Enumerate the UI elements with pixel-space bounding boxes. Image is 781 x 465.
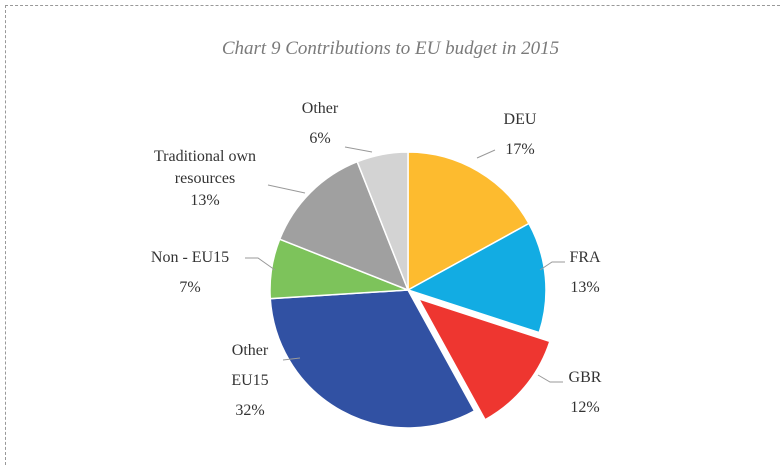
value-label: 7%	[179, 279, 201, 296]
leader-lines	[245, 146, 565, 383]
pie-slice	[406, 222, 547, 334]
leader-line	[245, 257, 276, 271]
category-label: Non - EU15	[150, 249, 230, 266]
pie-slice	[269, 289, 476, 429]
slice-label: FRA 13%	[555, 243, 615, 303]
pie-slice	[407, 151, 530, 292]
slice-label: Traditional own resources 13%	[140, 146, 270, 212]
leader-line	[267, 184, 306, 194]
value-label: 17%	[505, 141, 535, 158]
leader-line	[537, 374, 563, 383]
chart-title: Chart 9 Contributions to EU budget in 20…	[221, 38, 560, 59]
category-label: Other	[301, 100, 339, 117]
leader-line	[282, 357, 301, 361]
value-label: 12%	[570, 399, 600, 416]
slice-label: GBR 12%	[555, 363, 615, 423]
pie-slice	[417, 297, 551, 421]
slice-label: Non - EU15 7%	[130, 243, 250, 303]
category-label: DEU	[503, 111, 537, 128]
value-label: 32%	[235, 402, 265, 419]
leader-line	[539, 261, 565, 271]
category-label: FRA	[569, 249, 601, 266]
leader-line	[344, 146, 373, 153]
slice-label: DEU 17%	[490, 105, 550, 165]
value-label: 6%	[309, 130, 331, 147]
category-label: Other EU15	[231, 342, 269, 389]
leader-line	[476, 149, 496, 159]
value-label: 13%	[190, 192, 220, 209]
frame	[5, 5, 781, 465]
slice-label: Other EU15 32%	[215, 336, 285, 426]
category-label: Traditional own resources	[153, 148, 257, 187]
slice-label: Other 6%	[290, 94, 350, 154]
category-label: GBR	[568, 369, 602, 386]
pie-slice	[356, 151, 409, 291]
value-label: 13%	[570, 279, 600, 296]
pie-slice	[278, 160, 410, 292]
